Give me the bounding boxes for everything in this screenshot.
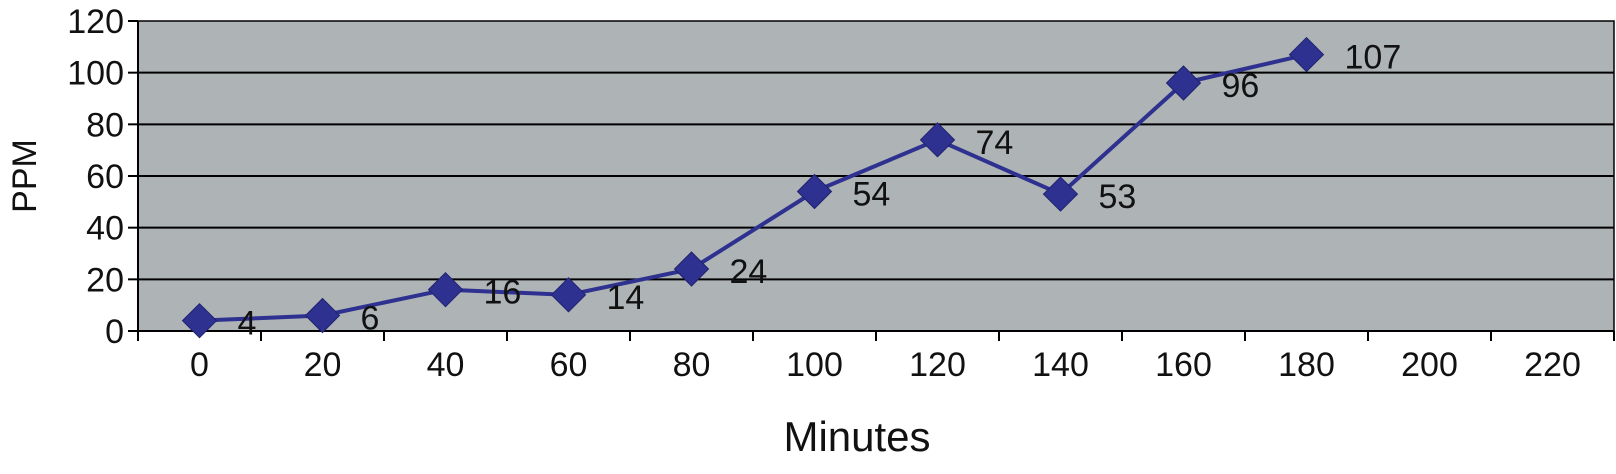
y-axis-title: PPM bbox=[6, 139, 44, 213]
x-tick-label: 120 bbox=[909, 346, 966, 384]
y-tick-label: 60 bbox=[86, 158, 124, 196]
x-tick-labels: 0 20 40 60 80 100 120 140 160 180 200 220 bbox=[190, 346, 1581, 384]
y-tick-label: 100 bbox=[67, 55, 124, 93]
data-point-marker bbox=[1042, 176, 1079, 212]
data-label: 14 bbox=[607, 279, 645, 317]
x-tick-label: 180 bbox=[1278, 346, 1335, 384]
data-label: 54 bbox=[853, 176, 891, 214]
y-tick-labels: 0 20 40 60 80 100 120 bbox=[67, 3, 124, 351]
x-tick-label: 60 bbox=[550, 346, 588, 384]
data-point-marker bbox=[550, 277, 587, 313]
series-line bbox=[199, 52, 1307, 323]
x-tick-label: 20 bbox=[304, 346, 342, 384]
data-point-marker bbox=[796, 173, 833, 210]
y-tick-label: 20 bbox=[86, 261, 124, 299]
x-tick-label: 80 bbox=[673, 346, 711, 384]
series-layer bbox=[181, 36, 1325, 339]
axes bbox=[128, 20, 1615, 341]
data-point-marker bbox=[1165, 65, 1202, 101]
data-point-marker bbox=[181, 302, 218, 339]
x-tick-label: 40 bbox=[427, 346, 465, 384]
x-tick-label: 100 bbox=[786, 346, 843, 384]
x-tick-label: 160 bbox=[1155, 346, 1212, 384]
data-point-marker bbox=[427, 271, 464, 308]
data-label: 107 bbox=[1345, 39, 1402, 77]
data-point-marker bbox=[673, 251, 710, 287]
data-point-marker bbox=[1288, 36, 1325, 73]
x-tick-label: 200 bbox=[1401, 346, 1458, 384]
y-tick-label: 80 bbox=[86, 106, 124, 144]
x-tick-label: 220 bbox=[1524, 346, 1581, 384]
y-tick-label: 120 bbox=[67, 3, 124, 41]
data-point-marker bbox=[304, 297, 341, 334]
x-tick-label: 0 bbox=[190, 346, 209, 384]
data-label: 96 bbox=[1222, 67, 1260, 105]
data-label: 74 bbox=[976, 124, 1014, 162]
data-label: 6 bbox=[361, 300, 380, 338]
data-point-marker bbox=[919, 122, 956, 158]
y-tick-label: 40 bbox=[86, 210, 124, 248]
x-tick-label: 140 bbox=[1032, 346, 1089, 384]
data-label: 53 bbox=[1099, 178, 1137, 216]
data-labels: 4 6 16 14 24 54 74 53 96 107 bbox=[238, 39, 1402, 343]
gridlines bbox=[138, 71, 1614, 281]
y-tick-label: 0 bbox=[105, 313, 124, 351]
data-label: 4 bbox=[238, 305, 257, 343]
data-label: 16 bbox=[484, 274, 522, 312]
data-label: 24 bbox=[730, 253, 768, 291]
x-axis-title: Minutes bbox=[783, 413, 930, 460]
